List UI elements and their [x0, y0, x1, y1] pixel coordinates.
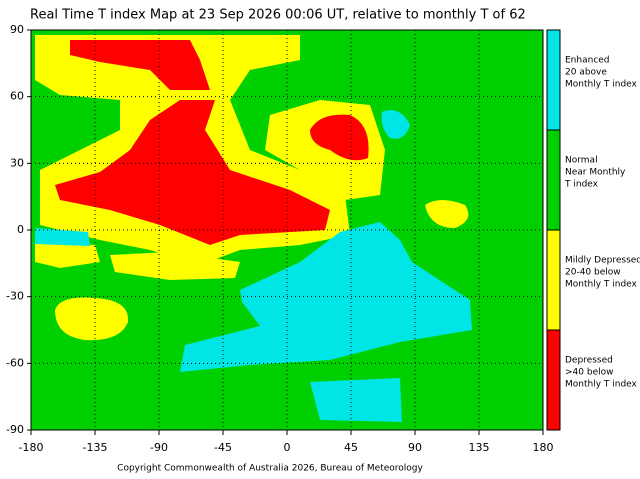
legend-label: T index [564, 180, 599, 190]
map-title: Real Time T index Map at 23 Sep 2026 00:… [30, 8, 526, 23]
legend-label: 20-40 below [565, 268, 621, 278]
legend-label: Monthly T index [565, 280, 638, 290]
region-enhanced [180, 222, 472, 372]
legend-swatch [546, 329, 561, 431]
map-frame [30, 29, 544, 431]
x-tick-label: 0 [284, 441, 291, 454]
legend-label: Mildly Depressed [565, 256, 640, 266]
region-depressed-mild [425, 200, 469, 228]
legend-label: >40 below [565, 368, 613, 378]
legend-label: 20 above [565, 68, 607, 78]
region-depressed-mild [35, 240, 100, 268]
region-enhanced [35, 228, 90, 246]
legend-label: Normal [565, 156, 598, 166]
y-tick-label: -60 [6, 356, 24, 369]
y-tick-label: -90 [6, 423, 24, 436]
y-tick-label: 90 [10, 23, 24, 36]
legend-swatch [546, 29, 561, 131]
y-tick-label: 0 [17, 223, 24, 236]
legend-label: Enhanced [565, 56, 610, 66]
region-enhanced [310, 378, 402, 422]
legend: Enhanced 20 above Monthly T index Normal Nea… [546, 29, 640, 431]
region-depressed-mild [110, 252, 240, 280]
y-tick-label: -30 [6, 290, 24, 303]
region-depressed [70, 40, 210, 90]
legend-swatch [546, 129, 561, 231]
region-depressed [310, 114, 369, 161]
legend-swatch [546, 229, 561, 331]
legend-label: Depressed [565, 356, 613, 366]
x-tick-label: 180 [533, 441, 554, 454]
x-tick-label: -45 [214, 441, 232, 454]
x-tick-label: -90 [150, 441, 168, 454]
copyright: Copyright Commonwealth of Australia 2026… [117, 464, 423, 474]
y-tick-label: 30 [10, 156, 24, 169]
y-tick-label: 60 [10, 90, 24, 103]
legend-label: Near Monthly [565, 168, 626, 178]
x-tick-label: -135 [83, 441, 108, 454]
region-enhanced [381, 110, 410, 139]
legend-label: Monthly T index [565, 380, 638, 390]
legend-label: Monthly T index [565, 80, 638, 90]
x-tick-label: 45 [344, 441, 358, 454]
region-depressed [55, 100, 330, 245]
region-depressed-mild [55, 297, 129, 341]
x-tick-label: 90 [408, 441, 422, 454]
x-tick-label: -180 [19, 441, 44, 454]
x-tick-label: 135 [469, 441, 490, 454]
